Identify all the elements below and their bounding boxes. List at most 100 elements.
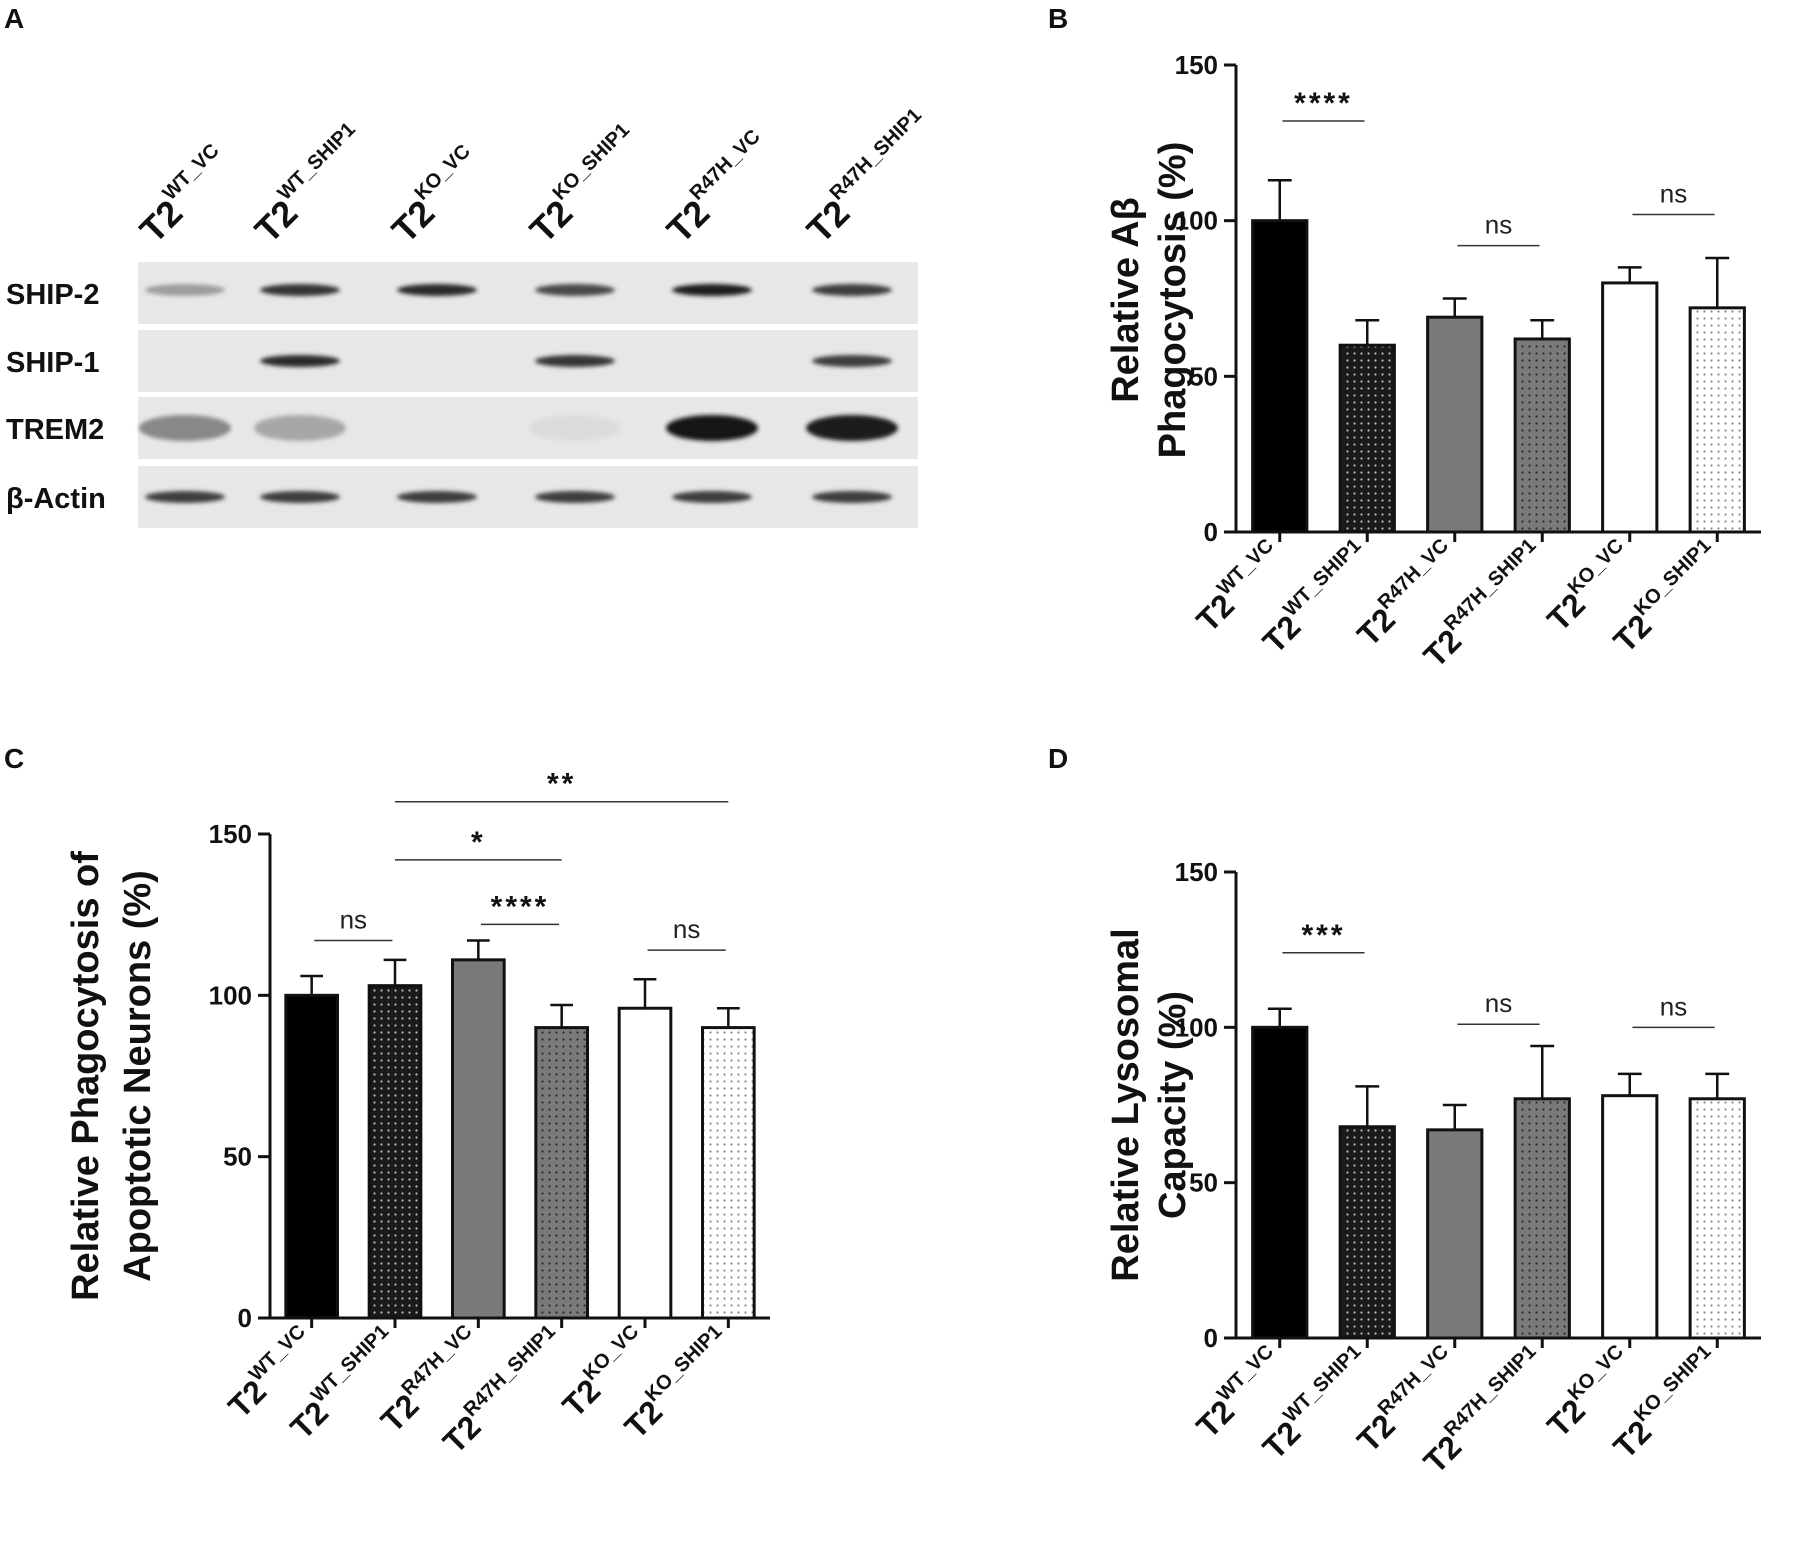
bar-0 (284, 993, 340, 1320)
significance-label-2: ns (1660, 991, 1687, 1021)
lane-label-2: T2KO_VC (381, 140, 491, 250)
blot-row-label-3: β-Actin (6, 483, 106, 515)
x-tick-label-5-sup: KO_SHIP1 (641, 1321, 727, 1407)
x-tick-label-0-sup: WT_VC (1213, 1341, 1278, 1406)
panel-letter-c: C (4, 743, 24, 774)
western-blot-panel: T2WT_VCT2WT_SHIP1T2KO_VCT2KO_SHIP1T2R47H… (6, 104, 942, 528)
lane-label-2-main: T2 (384, 192, 443, 251)
x-tick-label-4-sup: KO_VC (1564, 1341, 1628, 1405)
blot-band (145, 284, 225, 296)
significance-label-1: ns (1485, 210, 1512, 240)
bar-0 (1251, 219, 1309, 534)
x-tick-label-2-sup: R47H_VC (1374, 1341, 1453, 1420)
lane-label-4-main: T2 (659, 192, 718, 251)
blot-band (806, 415, 898, 441)
y-tick-label-3: 150 (209, 819, 252, 849)
lane-label-3-main: T2 (522, 192, 581, 251)
blot-band (812, 284, 892, 296)
y-axis-label-line-2: Capacity (%) (1152, 991, 1194, 1219)
bar-4 (617, 1006, 673, 1320)
x-tick-label-3-sup: R47H_SHIP1 (1440, 535, 1540, 635)
y-axis-label-line-2: Phagocytosis (%) (1152, 142, 1194, 459)
bar-2 (1426, 315, 1484, 534)
chart-panel-c: 0 50 100 150 Relative Phagocytosis of Apoptot… (65, 768, 770, 1460)
bar-5 (701, 1026, 756, 1320)
x-tick-label-1-sup: WT_SHIP1 (1279, 535, 1365, 621)
bar-2 (451, 958, 506, 1320)
y-axis-label-line-1: Relative Lysosomal (1105, 928, 1147, 1281)
blot-band (672, 491, 752, 503)
blot-band (812, 355, 892, 367)
x-tick-label-3-sup: R47H_SHIP1 (1440, 1341, 1540, 1441)
blot-strip-0 (138, 262, 918, 324)
x-tick-label-4-sup: KO_VC (579, 1321, 643, 1385)
lane-label-1-sup: WT_SHIP1 (274, 118, 360, 204)
x-tick-label-2-sup: R47H_VC (397, 1321, 476, 1400)
blot-band (535, 355, 615, 367)
lane-label-3-sup: KO_SHIP1 (549, 119, 635, 205)
bar-3 (534, 1026, 589, 1320)
chart-panel-d: 0 50 100 150 Relative Lysosomal Capacity (%) T… (1105, 857, 1761, 1480)
lane-label-3: T2KO_SHIP1 (519, 119, 650, 250)
x-tick-label-4-sup: KO_VC (1564, 535, 1628, 599)
x-tick-label-1-sup: WT_SHIP1 (307, 1321, 393, 1407)
y-tick-label-3: 150 (1175, 857, 1218, 887)
panel-letter-d: D (1048, 743, 1068, 774)
lane-label-1-main: T2 (247, 192, 306, 251)
y-tick-label-2: 100 (209, 980, 252, 1010)
y-tick-label-0: 0 (1204, 1323, 1218, 1353)
x-tick-label-0-sup: WT_VC (245, 1321, 310, 1386)
blot-band (139, 415, 231, 441)
blot-band (666, 415, 758, 441)
bar-1 (367, 984, 423, 1320)
y-tick-label-0: 0 (238, 1303, 252, 1333)
lane-label-1: T2WT_SHIP1 (244, 118, 376, 250)
lane-label-5: T2R47H_SHIP1 (796, 104, 942, 250)
bar-4 (1601, 281, 1659, 534)
x-tick-label-2-main: T2 (1350, 601, 1402, 653)
blot-band (672, 284, 752, 296)
significance-label-0: *** (1301, 919, 1345, 952)
bar-5 (1688, 306, 1746, 534)
blot-row-label-0: SHIP-2 (6, 279, 99, 311)
lane-label-0: T2WT_VC (129, 140, 240, 251)
significance-label-4: ns (673, 914, 700, 944)
blot-band (260, 355, 340, 367)
lane-label-5-main: T2 (799, 192, 858, 251)
y-tick-label-1: 50 (1189, 1168, 1218, 1198)
blot-row-label-2: TREM2 (6, 414, 104, 446)
y-tick-label-2: 100 (1175, 206, 1218, 236)
bar-2 (1426, 1128, 1484, 1340)
blot-strip-1 (138, 330, 918, 392)
blot-strip-3 (138, 466, 918, 528)
x-tick-label-5-sup: KO_SHIP1 (1630, 1341, 1716, 1427)
significance-label-0: ** (547, 768, 576, 801)
x-tick-label-4-main: T2 (1540, 586, 1592, 638)
bar-1 (1338, 343, 1396, 534)
x-tick-label-3-main: T2 (1416, 622, 1468, 674)
blot-band (254, 415, 346, 441)
significance-label-1: * (471, 826, 486, 859)
bar-1 (1338, 1125, 1396, 1340)
blot-band (260, 284, 340, 296)
x-tick-label-1-main: T2 (283, 1394, 335, 1446)
y-tick-label-2: 100 (1175, 1012, 1218, 1042)
significance-label-2: ns (1660, 178, 1687, 208)
blot-band (812, 491, 892, 503)
panel-letter-a: A (4, 3, 24, 34)
blot-band (529, 415, 621, 441)
lane-label-4-sup: R47H_VC (686, 125, 765, 204)
panel-letter-b: B (1048, 3, 1068, 34)
y-tick-label-3: 150 (1175, 50, 1218, 80)
blot-band (535, 284, 615, 296)
bar-0 (1251, 1025, 1309, 1340)
blot-band (535, 491, 615, 503)
bar-3 (1513, 337, 1571, 534)
x-tick-label-4-main: T2 (555, 1372, 607, 1424)
x-tick-label-5-sup: KO_SHIP1 (1630, 535, 1716, 621)
x-tick-label-2-sup: R47H_VC (1374, 535, 1453, 614)
lane-label-2-sup: KO_VC (411, 140, 475, 204)
blot-band (397, 284, 477, 296)
